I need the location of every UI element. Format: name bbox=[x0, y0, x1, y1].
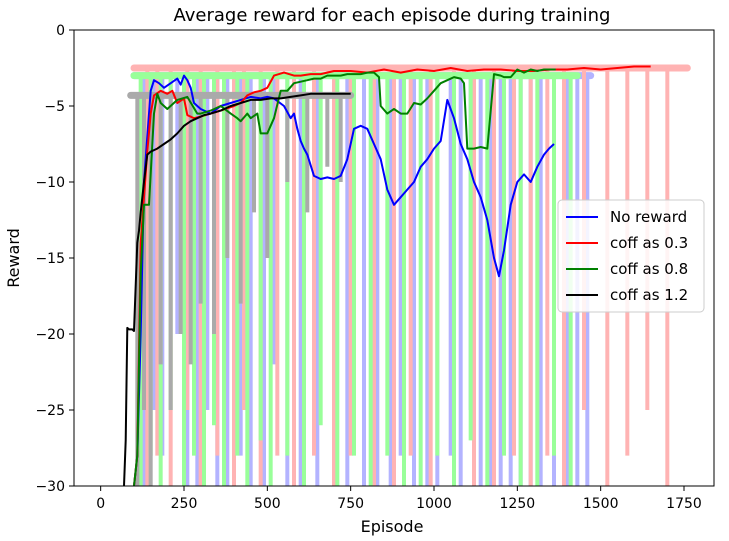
x-tick-label: 0 bbox=[96, 496, 105, 512]
legend-label: No reward bbox=[610, 208, 687, 226]
x-tick-label: 750 bbox=[337, 496, 364, 512]
series-line-4 bbox=[123, 92, 351, 486]
y-tick-label: −30 bbox=[35, 479, 65, 495]
y-tick-label: −25 bbox=[35, 403, 65, 419]
x-tick-label: 250 bbox=[171, 496, 198, 512]
y-tick-label: −10 bbox=[35, 175, 65, 191]
y-tick-label: 0 bbox=[56, 23, 65, 39]
legend-label: coff as 1.2 bbox=[610, 286, 688, 304]
y-tick-label: −5 bbox=[44, 99, 65, 115]
x-axis-ticks: 0 250 500 750 1000 1250 1500 1750 bbox=[96, 486, 702, 512]
x-tick-label: 1250 bbox=[500, 496, 536, 512]
raw-series-4 bbox=[127, 91, 355, 486]
series-line-1 bbox=[133, 74, 555, 486]
legend-label: coff as 0.8 bbox=[610, 260, 688, 278]
chart-title: Average reward for each episode during t… bbox=[174, 5, 611, 26]
legend-box bbox=[557, 199, 705, 313]
legend: No reward coff as 0.3 coff as 0.8 coff as 1… bbox=[557, 199, 705, 313]
x-tick-label: 1000 bbox=[416, 496, 452, 512]
y-tick-label: −15 bbox=[35, 251, 65, 267]
y-tick-label: −20 bbox=[35, 327, 65, 343]
legend-label: coff as 0.3 bbox=[610, 234, 688, 252]
smoothed-series-layer bbox=[123, 65, 651, 486]
y-axis-ticks: 0 −5 −10 −15 −20 −25 −30 bbox=[35, 23, 74, 495]
y-axis-label: Reward bbox=[4, 228, 23, 288]
x-tick-label: 500 bbox=[254, 496, 281, 512]
x-tick-label: 1750 bbox=[666, 496, 702, 512]
raw-series-layer bbox=[127, 64, 691, 486]
x-axis-label: Episode bbox=[361, 517, 424, 536]
series-line-3 bbox=[133, 68, 556, 486]
x-tick-label: 1500 bbox=[583, 496, 619, 512]
